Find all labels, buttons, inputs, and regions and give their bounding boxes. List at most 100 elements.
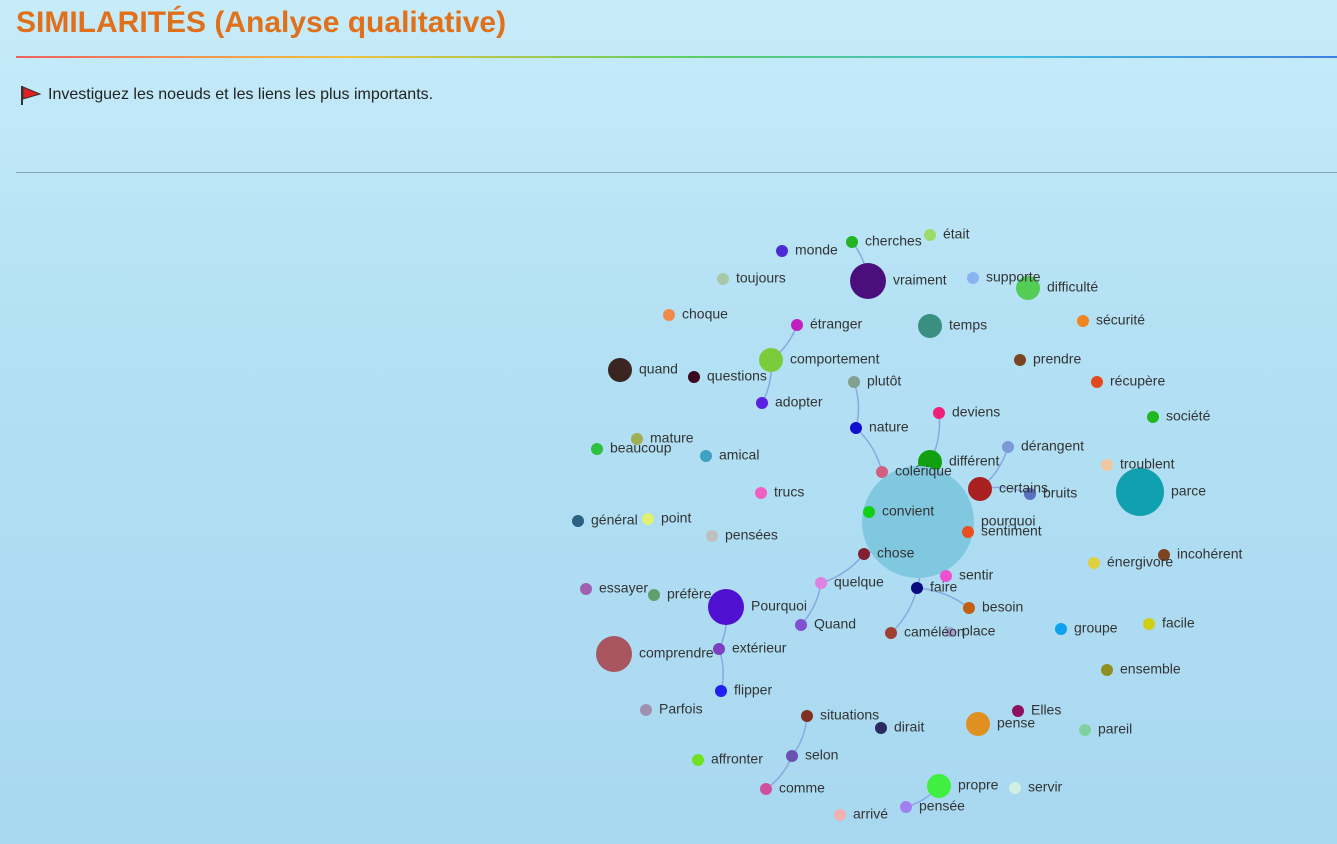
node[interactable] [968, 477, 992, 501]
node-label: quand [639, 361, 678, 377]
node[interactable] [760, 783, 772, 795]
node[interactable] [688, 371, 700, 383]
node[interactable] [1147, 411, 1159, 423]
node-label: société [1166, 408, 1211, 424]
node[interactable] [924, 229, 936, 241]
node[interactable] [846, 236, 858, 248]
node[interactable] [850, 263, 886, 299]
node-label: préfère [667, 586, 712, 602]
instruction-text: Investiguez les noeuds et les liens les … [48, 86, 434, 103]
node[interactable] [850, 422, 862, 434]
node[interactable] [591, 443, 603, 455]
node[interactable] [815, 577, 827, 589]
node[interactable] [963, 602, 975, 614]
node-label: énergivore [1107, 554, 1173, 570]
node-label: sécurité [1096, 312, 1145, 328]
node[interactable] [1079, 724, 1091, 736]
node[interactable] [648, 589, 660, 601]
node-label: mature [650, 430, 694, 446]
node[interactable] [885, 627, 897, 639]
node[interactable] [1002, 441, 1014, 453]
node[interactable] [791, 319, 803, 331]
node[interactable] [795, 619, 807, 631]
node-label: point [661, 510, 691, 526]
node[interactable] [967, 272, 979, 284]
node[interactable] [1016, 276, 1040, 300]
node[interactable] [572, 515, 584, 527]
node[interactable] [596, 636, 632, 672]
node[interactable] [715, 685, 727, 697]
node[interactable] [933, 407, 945, 419]
node[interactable] [631, 433, 643, 445]
node[interactable] [918, 314, 942, 338]
node[interactable] [663, 309, 675, 321]
node-label: dérangent [1021, 438, 1084, 454]
node[interactable] [1009, 782, 1021, 794]
node[interactable] [642, 513, 654, 525]
node-label: colérique [895, 463, 952, 479]
node[interactable] [1012, 705, 1024, 717]
node[interactable] [1077, 315, 1089, 327]
node-label: toujours [736, 270, 786, 286]
node[interactable] [875, 722, 887, 734]
node[interactable] [927, 774, 951, 798]
node[interactable] [692, 754, 704, 766]
node[interactable] [848, 376, 860, 388]
node[interactable] [966, 712, 990, 736]
node[interactable] [862, 466, 974, 578]
node[interactable] [717, 273, 729, 285]
node[interactable] [713, 643, 725, 655]
node[interactable] [708, 589, 744, 625]
node[interactable] [858, 548, 870, 560]
node[interactable] [776, 245, 788, 257]
node[interactable] [755, 487, 767, 499]
node[interactable] [1024, 488, 1036, 500]
node-label: troublent [1120, 456, 1175, 472]
node[interactable] [580, 583, 592, 595]
node-label: était [943, 226, 970, 242]
node[interactable] [962, 526, 974, 538]
node[interactable] [945, 627, 955, 637]
node-label: amical [719, 447, 759, 463]
node[interactable] [911, 582, 923, 594]
node[interactable] [900, 801, 912, 813]
node[interactable] [608, 358, 632, 382]
node-label: ensemble [1120, 661, 1181, 677]
node-label: faire [930, 579, 957, 595]
node-label: questions [707, 368, 767, 384]
node[interactable] [700, 450, 712, 462]
node[interactable] [1101, 664, 1113, 676]
node-label: comme [779, 780, 825, 796]
node-label: Pourquoi [751, 598, 807, 614]
node[interactable] [1055, 623, 1067, 635]
node[interactable] [786, 750, 798, 762]
node[interactable] [640, 704, 652, 716]
node-label: caméléon [904, 624, 965, 640]
node-label: chose [877, 545, 915, 561]
node[interactable] [1088, 557, 1100, 569]
node[interactable] [706, 530, 718, 542]
node[interactable] [1091, 376, 1103, 388]
page-title: SIMILARITÉS (Analyse qualitative) [16, 6, 507, 39]
node[interactable] [863, 506, 875, 518]
node-label: pourquoi [981, 513, 1036, 529]
node-label: pareil [1098, 721, 1132, 737]
node[interactable] [876, 466, 888, 478]
node[interactable] [940, 570, 952, 582]
node-label: général [591, 512, 638, 528]
node-label: plutôt [867, 373, 901, 389]
node[interactable] [1158, 549, 1170, 561]
node[interactable] [1101, 459, 1113, 471]
node-label: cherches [865, 233, 922, 249]
node[interactable] [756, 397, 768, 409]
node[interactable] [801, 710, 813, 722]
node-label: situations [820, 707, 879, 723]
node[interactable] [1116, 468, 1164, 516]
node[interactable] [1014, 354, 1026, 366]
node[interactable] [759, 348, 783, 372]
node-label: groupe [1074, 620, 1118, 636]
node[interactable] [1143, 618, 1155, 630]
node-label: adopter [775, 394, 823, 410]
node[interactable] [834, 809, 846, 821]
node-label: deviens [952, 404, 1000, 420]
